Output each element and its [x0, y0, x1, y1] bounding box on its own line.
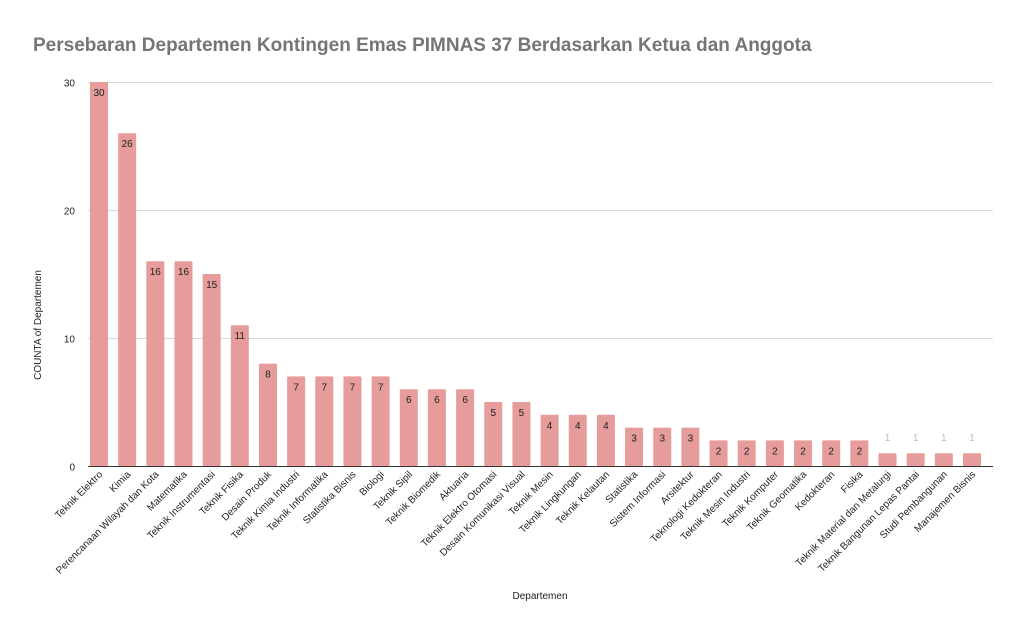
y-axis-ticks: 0 10 20 30 [64, 79, 76, 474]
chart-title: Persebaran Departemen Kontingen Emas PIM… [33, 35, 812, 56]
y-tick-label: 20 [64, 207, 76, 218]
data-label: 2 [744, 446, 750, 457]
data-label: 1 [913, 433, 919, 444]
data-label: 7 [322, 382, 328, 393]
data-label: 30 [93, 88, 105, 99]
data-label: 3 [631, 434, 637, 445]
data-label: 6 [462, 395, 468, 406]
bar [90, 82, 108, 466]
bar [596, 414, 615, 466]
x-tick-label: Teknik Elektro [53, 469, 105, 521]
data-label: 1 [969, 433, 975, 444]
data-label: 2 [857, 446, 863, 457]
bar [906, 453, 925, 466]
data-label: 4 [547, 421, 553, 432]
x-tick-label: Fisika [839, 469, 866, 496]
data-label: 7 [350, 382, 356, 393]
bar [737, 440, 756, 466]
bar [258, 363, 277, 466]
bars [90, 82, 981, 466]
bar [794, 440, 813, 466]
bar [625, 427, 644, 466]
data-label: 3 [688, 434, 694, 445]
bar [146, 261, 165, 466]
bar [653, 427, 672, 466]
bar [822, 440, 841, 466]
data-label: 16 [150, 267, 162, 278]
x-tick-label: Kimia [108, 469, 134, 495]
data-label: 8 [265, 370, 271, 381]
data-label: 5 [490, 408, 496, 419]
data-label: 3 [659, 434, 665, 445]
bar [343, 376, 362, 466]
data-label: 1 [885, 433, 891, 444]
x-tick-label: Perencanaan Wilayah dan Kota [54, 469, 162, 577]
data-label: 6 [434, 395, 440, 406]
data-label: 7 [378, 382, 384, 393]
bar [371, 376, 390, 466]
bar [427, 389, 446, 466]
data-label: 2 [716, 446, 722, 457]
bar [850, 440, 869, 466]
bar [934, 453, 953, 466]
data-label: 2 [800, 446, 806, 457]
data-label: 7 [293, 382, 299, 393]
y-axis-title: COUNTA of Departemen [33, 270, 44, 380]
data-label: 15 [206, 280, 218, 291]
bar [963, 453, 981, 466]
bar [230, 325, 249, 466]
x-tick-label: Statistika Bisnis [301, 469, 358, 526]
bar [512, 402, 531, 466]
bar [315, 376, 334, 466]
data-label: 5 [519, 408, 525, 419]
bar [709, 440, 728, 466]
x-axis-title: Departemen [512, 591, 567, 602]
bar [287, 376, 306, 466]
bar [118, 133, 137, 466]
bar [174, 261, 193, 466]
bar [540, 414, 559, 466]
y-tick-label: 10 [64, 335, 76, 346]
data-label: 2 [772, 446, 778, 457]
data-label: 26 [122, 139, 134, 150]
bar [765, 440, 784, 466]
data-label: 2 [828, 446, 834, 457]
data-label: 4 [575, 421, 581, 432]
y-tick-label: 0 [69, 463, 75, 474]
data-label: 16 [178, 267, 190, 278]
bar [568, 414, 587, 466]
bar [202, 274, 221, 466]
data-label: 6 [406, 395, 412, 406]
data-label: 1 [941, 433, 947, 444]
gridlines [88, 82, 993, 339]
bar [484, 402, 503, 466]
bar [681, 427, 700, 466]
bar [456, 389, 475, 466]
bar [878, 453, 897, 466]
y-tick-label: 30 [64, 79, 76, 90]
data-label: 4 [603, 421, 609, 432]
bar [399, 389, 418, 466]
data-label: 11 [235, 331, 246, 342]
